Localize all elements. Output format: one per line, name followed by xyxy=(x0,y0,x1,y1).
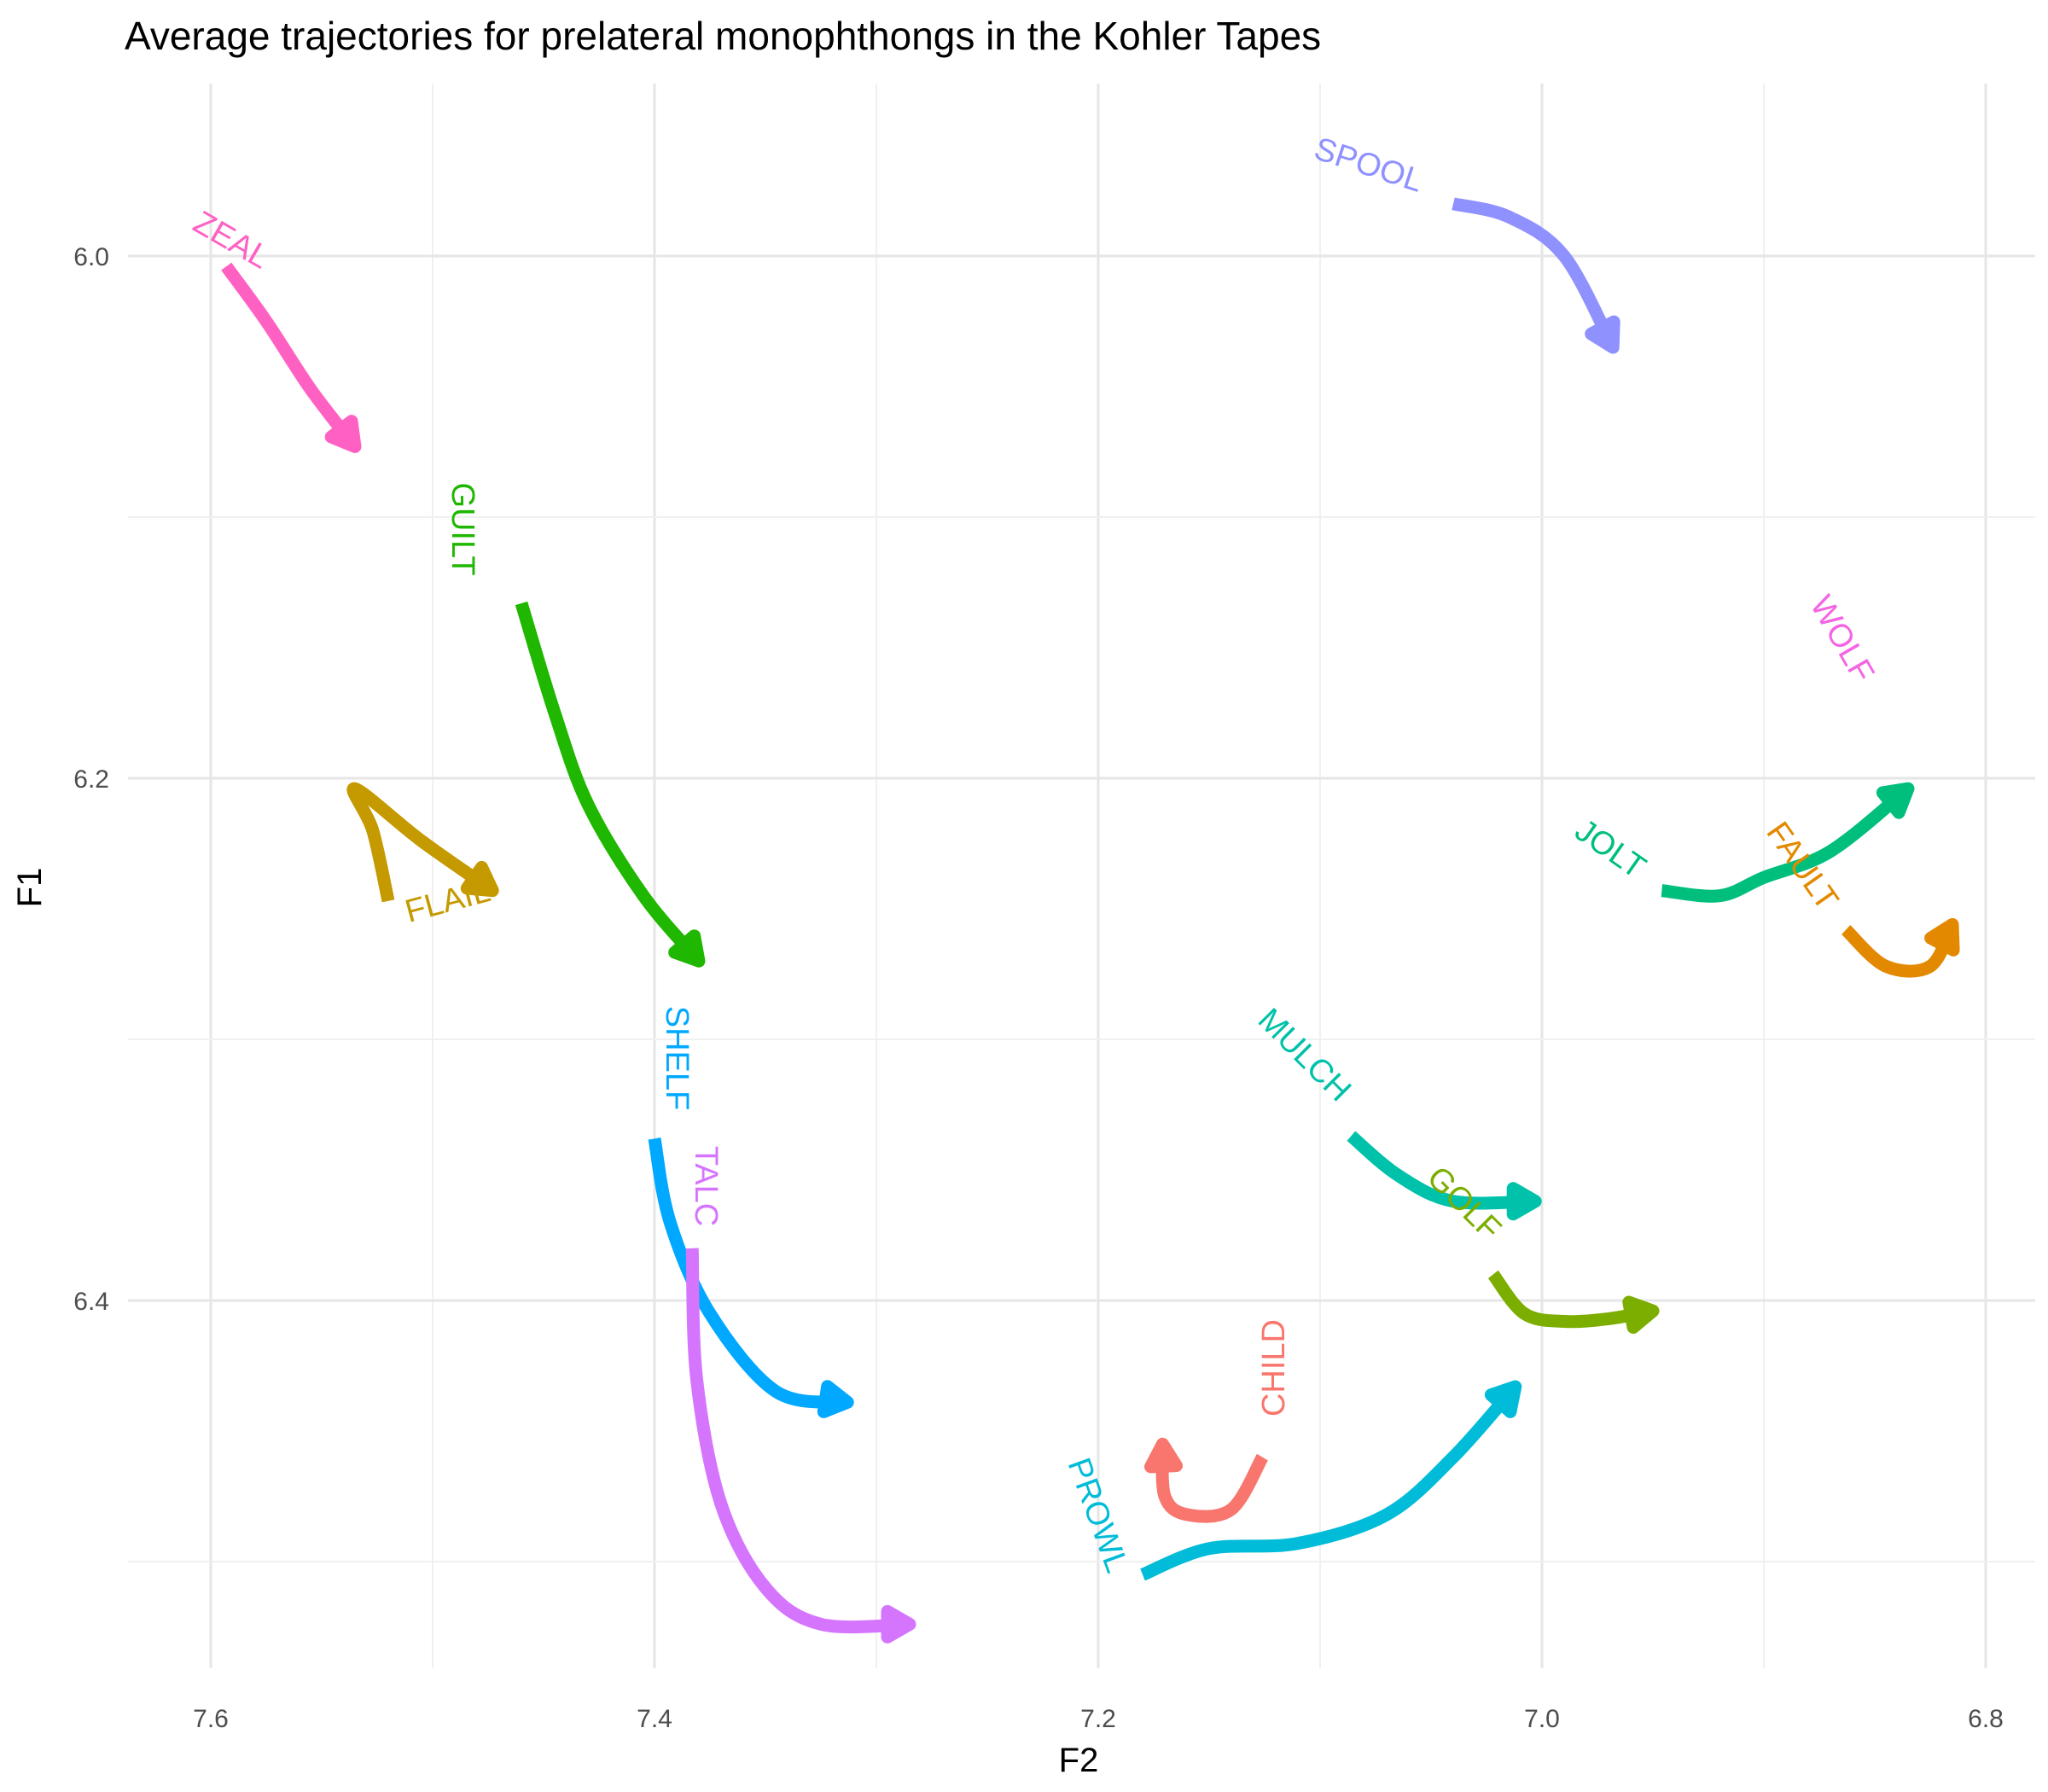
trajectory-flail xyxy=(346,782,497,903)
label-talc: TALC xyxy=(688,1146,724,1226)
arrowhead-guilt xyxy=(668,929,706,968)
arrowhead-prowl xyxy=(1484,1380,1522,1418)
trajectory-guilt xyxy=(515,601,704,966)
arrowhead-flail xyxy=(460,860,499,898)
arrowhead-zeal xyxy=(324,415,362,453)
label-jolt: JOLT xyxy=(1568,812,1652,886)
chart-title: Average trajectories for prelateral mono… xyxy=(125,14,1321,58)
trajectory-jolt xyxy=(1661,783,1912,903)
label-spool: SPOOL xyxy=(1310,131,1428,199)
series-layer xyxy=(221,197,1960,1644)
arrowhead-child xyxy=(1144,1437,1183,1474)
y-tick-label: 6.4 xyxy=(73,1288,109,1316)
label-fault: FAULT xyxy=(1760,816,1846,917)
trajectory-mulch xyxy=(1347,1131,1536,1210)
trajectory-spool xyxy=(1452,197,1619,351)
y-tick-label: 6.0 xyxy=(73,243,109,271)
trajectory-shelf xyxy=(648,1137,849,1409)
arrowhead-fault xyxy=(1924,917,1960,957)
x-tick-label: 7.2 xyxy=(1080,1705,1116,1733)
label-flail: FLAIL xyxy=(401,873,494,930)
x-axis-title: F2 xyxy=(1059,1742,1099,1779)
trajectory-talc xyxy=(685,1248,911,1634)
label-mulch: MULCH xyxy=(1251,1002,1358,1108)
label-child: CHILD xyxy=(1256,1319,1292,1417)
label-guilt: GUILT xyxy=(445,482,480,575)
trajectory-golf xyxy=(1487,1270,1655,1329)
grid xyxy=(128,84,2035,1668)
arrowhead-mulch xyxy=(1506,1182,1542,1221)
label-prowl: PROWL xyxy=(1061,1453,1135,1577)
y-axis-ticks: 6.0 6.2 6.4 xyxy=(73,243,109,1316)
trajectory-zeal xyxy=(221,262,360,451)
arrowhead-shelf xyxy=(817,1380,854,1418)
trajectory-child xyxy=(1155,1444,1268,1523)
arrowhead-golf xyxy=(1622,1295,1660,1334)
x-tick-label: 7.4 xyxy=(637,1705,672,1733)
label-wolf: WOLF xyxy=(1803,590,1881,689)
trajectory-prowl xyxy=(1140,1382,1521,1581)
x-tick-label: 7.0 xyxy=(1524,1705,1560,1733)
y-tick-label: 6.2 xyxy=(73,765,109,794)
x-axis-ticks: 7.6 7.4 7.2 7.0 6.8 xyxy=(193,1705,2004,1733)
arrowhead-talc xyxy=(881,1604,916,1644)
x-tick-label: 7.6 xyxy=(193,1705,229,1733)
y-axis-title: F1 xyxy=(11,868,49,908)
arrowhead-spool xyxy=(1585,315,1620,354)
label-shelf: SHELF xyxy=(659,1006,695,1110)
arrowhead-jolt xyxy=(1876,782,1915,819)
x-tick-label: 6.8 xyxy=(1968,1705,2004,1733)
